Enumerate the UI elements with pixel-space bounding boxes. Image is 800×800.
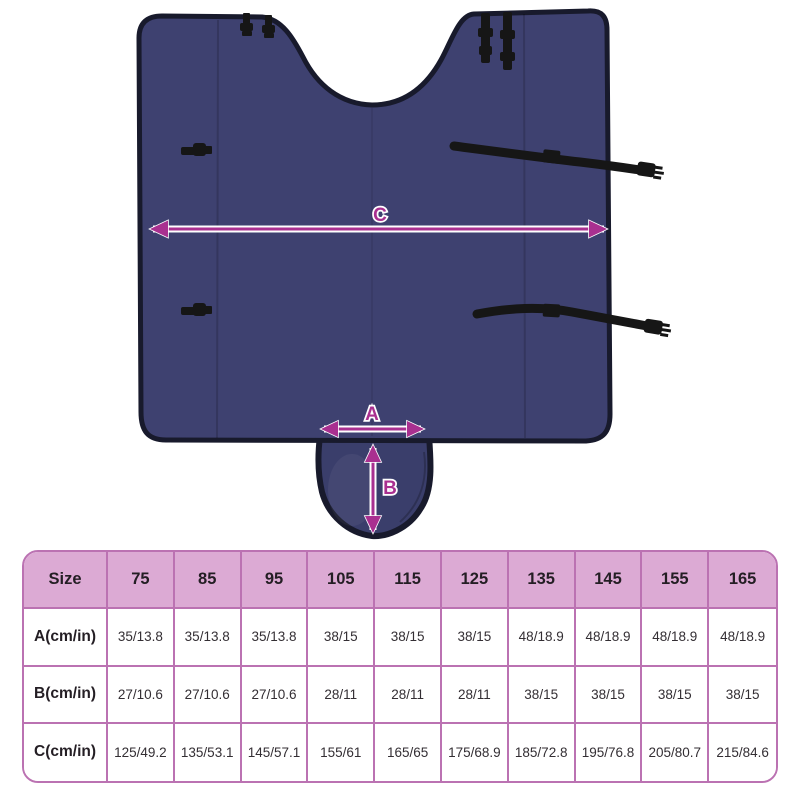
size-column-header: 165 [709,552,776,610]
table-cell: 38/15 [709,666,776,724]
size-column-header: 85 [174,552,242,610]
table-cell: 38/15 [308,609,376,667]
table-cell: 135/53.1 [174,723,242,781]
table-cell: 35/13.8 [241,609,309,667]
table-cell: 38/15 [575,666,643,724]
table-cell: 48/18.9 [642,609,710,667]
table-cell: 38/15 [375,609,442,667]
table-cell: 175/68.9 [442,723,509,781]
table-cell: 185/72.8 [508,723,576,781]
neck-buckles-left [240,13,275,38]
dimension-label-c: C [373,205,387,226]
belly-strap-lower [472,303,672,338]
table-cell: 27/10.6 [174,666,242,724]
flap-fold-line [399,451,426,523]
table-cell: 195/76.8 [575,723,643,781]
table-cell: 28/11 [308,666,376,724]
size-column-header: 125 [442,552,509,610]
side-buckle-lower-left [181,303,212,316]
size-column-header: 95 [241,552,309,610]
belly-strap-upper [449,141,665,180]
table-cell: 145/57.1 [241,723,309,781]
table-cell: 48/18.9 [508,609,576,667]
size-column-header: 155 [642,552,710,610]
size-column-header: 115 [375,552,442,610]
table-cell: 27/10.6 [241,666,309,724]
table-cell: 205/80.7 [642,723,710,781]
dimension-label-b: B [383,478,397,499]
table-cell: 35/13.8 [108,609,175,667]
flap-highlight [328,454,376,526]
table-cell: 215/84.6 [709,723,776,781]
belly-strap-lower-clip [643,318,672,338]
table-cell: 38/15 [642,666,710,724]
table-cell: 38/15 [508,666,576,724]
table-cell: 38/15 [442,609,509,667]
table-cell: 28/11 [442,666,509,724]
dimension-label-a: A [365,404,379,425]
blanket-diagram-svg: C A B [136,8,672,540]
row-label-a: A(cm/in) [24,609,108,667]
table-cell: 28/11 [375,666,442,724]
dimension-arrow-c: C [148,203,609,239]
size-table: Size 75 85 95 105 115 125 135 145 155 16… [22,550,778,783]
blanket-diagram: C A B [136,8,672,540]
table-cell: 48/18.9 [575,609,643,667]
size-column-header: 75 [108,552,175,610]
size-column-header: 135 [508,552,576,610]
side-buckle-upper-left [181,143,212,156]
size-column-header: 145 [575,552,643,610]
table-cell: 35/13.8 [174,609,242,667]
belly-strap-upper-clip [636,161,665,180]
row-label-c: C(cm/in) [24,723,108,781]
table-cell: 27/10.6 [108,666,175,724]
neck-straps-right [478,12,515,70]
table-cell: 125/49.2 [108,723,175,781]
size-column-header: 105 [308,552,376,610]
table-cell: 155/61 [308,723,376,781]
dimension-arrow-a: A [319,402,426,439]
table-cell: 165/65 [375,723,442,781]
table-cell: 48/18.9 [709,609,776,667]
table-corner-header: Size [24,552,108,610]
row-label-b: B(cm/in) [24,666,108,724]
dimension-arrow-b: B [363,443,399,535]
